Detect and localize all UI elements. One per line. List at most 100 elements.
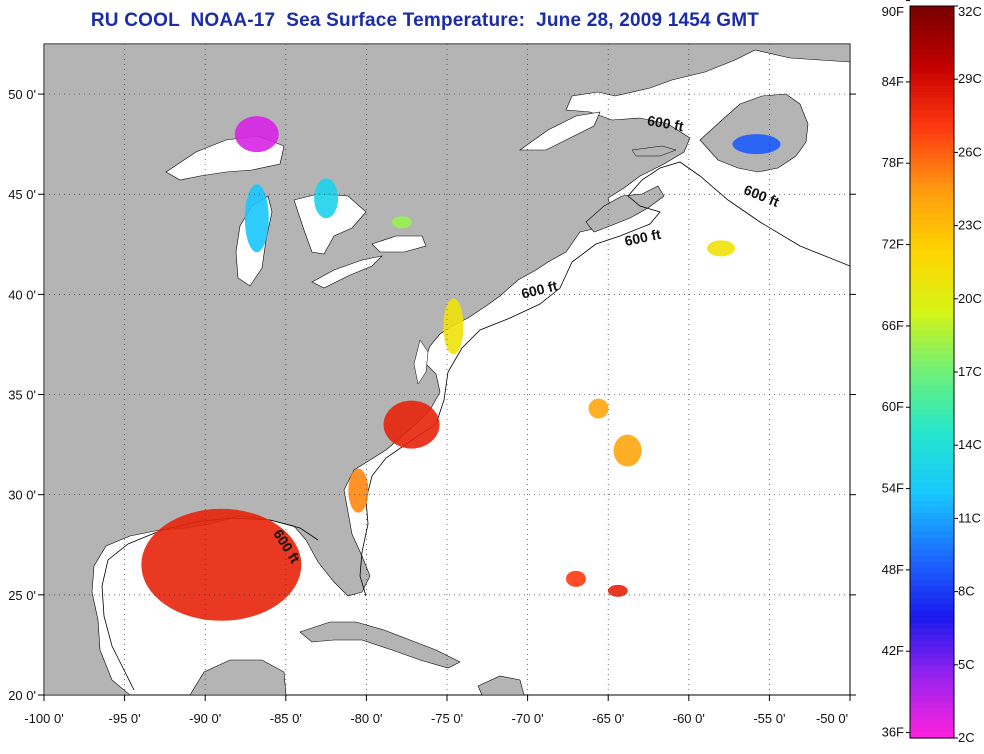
colorbar-band <box>910 457 954 465</box>
colorbar-band <box>910 91 954 99</box>
map-grid <box>44 44 850 695</box>
colorbar-band <box>910 134 954 141</box>
colorbar-band <box>910 445 954 452</box>
sst-patch-lake-ontario <box>391 216 412 229</box>
colorbar-band <box>910 128 954 135</box>
map-title: RU COOL NOAA-17 Sea Surface Temperature:… <box>90 10 760 31</box>
colorbar-band <box>910 24 954 31</box>
colorbar-f-label: 84F <box>882 74 904 89</box>
colorbar-band <box>910 42 954 50</box>
colorbar-band <box>910 286 954 294</box>
colorbar-band <box>910 6 954 13</box>
colorbar-f-label: 66F <box>882 318 904 333</box>
colorbar-band <box>910 408 954 416</box>
sst-patch-sargasso-east <box>565 570 586 587</box>
y-tick-label: 35 0' <box>8 388 36 403</box>
colorbar-band <box>910 54 954 62</box>
x-tick-label: -75 0' <box>431 711 463 726</box>
yucatan-land <box>189 659 287 695</box>
colorbar-band <box>910 213 954 221</box>
colorbar-band <box>910 463 954 471</box>
sst-patch-open-atlantic-a <box>588 398 609 419</box>
colorbar-band <box>910 384 954 391</box>
colorbar-band <box>910 390 954 397</box>
colorbar-band <box>910 439 954 446</box>
colorbar-band <box>910 689 954 696</box>
sst-patch-lake-michigan <box>244 184 269 253</box>
colorbar-band <box>910 146 954 153</box>
sst-patch-mid-atlantic-shelf <box>443 298 464 355</box>
x-tick-label: -85 0' <box>270 711 302 726</box>
colorbar-band <box>910 603 954 611</box>
colorbar-band <box>910 335 954 343</box>
contour-label-600ft: 600 ft <box>623 226 662 249</box>
colorbar-band <box>910 481 954 489</box>
colorbar-band <box>910 201 954 208</box>
colorbar-f-label: 36F <box>882 725 904 740</box>
colorbar-band <box>910 506 954 513</box>
colorbar-band <box>910 365 954 373</box>
y-axis-labels: 20 0' 25 0' 30 0' 35 0' 40 0' 45 0' 50 0' <box>8 87 36 703</box>
colorbar-band <box>910 170 954 178</box>
colorbar-c-label: 29C <box>958 71 982 86</box>
colorbar-band <box>910 634 954 641</box>
colorbar-band <box>910 372 954 379</box>
y-tick-label: 40 0' <box>8 287 36 302</box>
colorbar-band <box>910 487 954 495</box>
colorbar-band <box>910 311 954 318</box>
sst-patch-scotian-offshore <box>707 240 736 257</box>
colorbar-band <box>910 256 954 263</box>
colorbar-band <box>910 542 954 550</box>
colorbar-band <box>910 250 954 257</box>
colorbar-f-label: 60F <box>882 399 904 414</box>
y-tick-label: 45 0' <box>8 187 36 202</box>
gulf-of-st-lawrence-inner <box>519 111 601 151</box>
colorbar-band <box>910 713 954 721</box>
sst-patch-gulf-of-mexico <box>141 508 302 621</box>
colorbar-c-label: 26C <box>958 144 982 159</box>
bathymetry-contour-600ft <box>101 161 850 691</box>
colorbar-band <box>910 725 954 733</box>
colorbar-f-label: 42F <box>882 643 904 658</box>
colorbar-band <box>910 353 954 361</box>
colorbar-band <box>910 67 954 74</box>
colorbar-band <box>910 219 954 227</box>
colorbar-band <box>910 176 954 184</box>
colorbar-f-label: 72F <box>882 237 904 252</box>
x-tick-label: -55 0' <box>753 711 785 726</box>
colorbar-band <box>910 164 954 172</box>
colorbar-band <box>910 225 954 233</box>
x-tick-label: -95 0' <box>109 711 141 726</box>
colorbar-band <box>910 207 954 214</box>
colorbar-band <box>910 420 954 428</box>
colorbar-f-label: 48F <box>882 562 904 577</box>
y-tick-label: 20 0' <box>8 688 36 703</box>
colorbar-band <box>910 616 954 623</box>
nova-scotia-land <box>585 185 665 233</box>
colorbar-band <box>910 658 954 666</box>
colorbar-band <box>910 152 954 160</box>
colorbar-band <box>910 73 954 80</box>
colorbar-band <box>910 231 954 239</box>
colorbar-band <box>910 652 954 660</box>
colorbar-c-label: 23C <box>958 218 982 233</box>
colorbar-band <box>910 573 954 580</box>
colorbar-band <box>910 731 954 739</box>
colorbar-band <box>910 597 954 605</box>
colorbar-band <box>910 359 954 367</box>
colorbar-band <box>910 347 954 355</box>
colorbar-band <box>910 97 954 105</box>
colorbar-band <box>910 646 954 654</box>
colorbar-band <box>910 12 954 19</box>
colorbar-gradient <box>910 6 954 739</box>
colorbar-band <box>910 48 954 56</box>
sst-patch-georgia-florida-coast <box>348 468 369 513</box>
colorbar-band <box>910 591 954 599</box>
colorbar-f-label: 90F <box>882 4 904 19</box>
colorbar-band <box>910 292 954 300</box>
colorbar-band <box>910 317 954 324</box>
hispaniola-land <box>477 675 525 695</box>
